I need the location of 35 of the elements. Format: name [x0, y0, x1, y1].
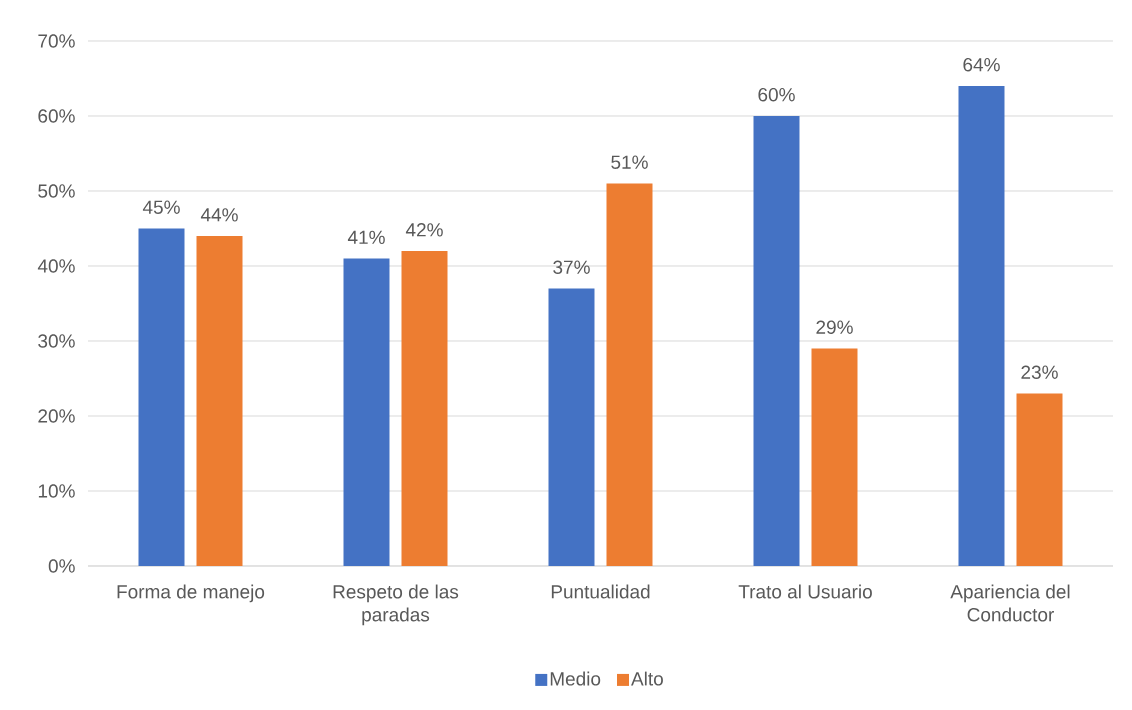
legend-label: Medio: [550, 671, 601, 686]
bar: [548, 288, 595, 566]
y-tick-label: 0%: [48, 559, 75, 573]
bar: [811, 348, 858, 566]
x-tick-label: Respeto de las paradas: [333, 584, 459, 626]
data-label: 64%: [963, 58, 1000, 72]
y-tick-label: 20%: [38, 409, 75, 423]
y-tick-label: 40%: [37, 259, 75, 273]
y-tick-label: 10%: [38, 484, 75, 498]
x-tick-label: Puntualidad: [551, 584, 650, 599]
bar: [343, 258, 390, 566]
data-label: 23%: [1021, 365, 1058, 379]
bar: [1016, 393, 1063, 566]
data-label: 51%: [611, 155, 648, 169]
x-tick-label: Forma de manejo: [117, 584, 265, 603]
bar: [196, 236, 243, 566]
x-tick-label: Trato al Usuario: [738, 584, 872, 599]
x-tick-label: Apariencia del Conductor: [950, 584, 1070, 622]
data-label: 29%: [816, 320, 853, 334]
y-tick-label: 60%: [38, 109, 75, 123]
data-label: 37%: [553, 260, 590, 274]
y-tick-label: 50%: [38, 184, 75, 198]
bar: [401, 251, 448, 566]
data-label: 44%: [200, 208, 238, 222]
data-label: 41%: [347, 230, 385, 244]
bar: [606, 183, 653, 566]
y-tick-label: 70%: [38, 34, 75, 48]
bar: [958, 86, 1005, 566]
legend-label: Alto: [631, 671, 663, 686]
data-label: 42%: [405, 223, 443, 237]
data-label: 60%: [758, 88, 795, 102]
bar: [753, 116, 800, 566]
data-label: 45%: [142, 200, 180, 214]
y-tick-label: 30%: [38, 334, 75, 348]
bar: [138, 228, 185, 566]
